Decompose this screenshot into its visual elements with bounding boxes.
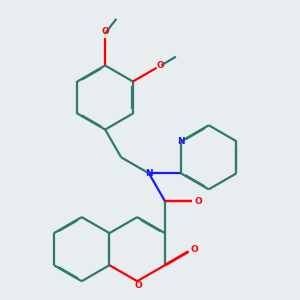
Text: O: O	[135, 280, 143, 290]
Text: O: O	[101, 27, 109, 36]
Text: N: N	[177, 137, 185, 146]
Text: O: O	[190, 245, 198, 254]
Text: N: N	[145, 169, 153, 178]
Text: O: O	[194, 196, 202, 206]
Text: O: O	[156, 61, 164, 70]
